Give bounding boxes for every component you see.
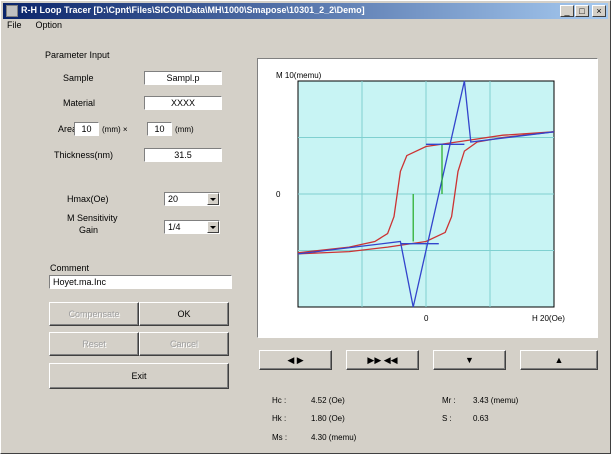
sample-input[interactable]: Sampl.p: [144, 71, 222, 85]
hk-label: Hk :: [272, 414, 287, 423]
y-axis-label: M 10(memu): [276, 71, 322, 80]
arrow-down-icon: ▼: [465, 355, 474, 365]
mr-label: Mr :: [442, 396, 456, 405]
comment-label: Comment: [50, 263, 90, 273]
compensate-button[interactable]: Compensate: [49, 302, 139, 326]
material-label: Material: [63, 98, 96, 108]
x-axis-label: H 20(Oe): [532, 314, 565, 323]
exit-label: Exit: [131, 371, 147, 381]
area-width-input[interactable]: 10: [74, 122, 99, 136]
area-label: Area: [58, 124, 78, 134]
mr-value: 3.43 (memu): [473, 396, 519, 405]
menu-file[interactable]: File: [7, 20, 22, 30]
scroll-down-button[interactable]: ▼: [433, 350, 506, 370]
thickness-label: Thickness(nm): [54, 150, 114, 160]
msensitivity-label: M Sensitivity: [67, 213, 118, 223]
msensitivity-select[interactable]: 1/4: [164, 220, 220, 234]
thickness-input[interactable]: 31.5: [144, 148, 222, 162]
hk-value: 1.80 (Oe): [311, 414, 345, 423]
material-input[interactable]: XXXX: [144, 96, 222, 110]
maximize-button[interactable]: □: [575, 5, 589, 17]
cancel-label: Cancel: [169, 339, 198, 349]
arrow-up-icon: ▲: [554, 355, 564, 365]
hmax-label: Hmax(Oe): [67, 194, 109, 204]
reset-label: Reset: [82, 339, 106, 349]
hmax-value: 20: [168, 194, 179, 204]
title-bar[interactable]: R-H Loop Tracer [D:\Cpnt\Files\SICOR\Dat…: [3, 3, 608, 19]
app-icon: [6, 5, 18, 17]
comment-input[interactable]: Hoyet.ma.Inc: [49, 275, 232, 289]
ok-button[interactable]: OK: [139, 302, 229, 326]
x-origin-label: 0: [424, 314, 429, 323]
y-origin-label: 0: [276, 190, 281, 199]
compensate-label: Compensate: [68, 309, 120, 319]
ms-label: Ms :: [272, 433, 288, 442]
menu-option[interactable]: Option: [35, 20, 63, 30]
menu-bar: File Option: [5, 20, 64, 33]
reset-button[interactable]: Reset: [49, 332, 139, 356]
area-unit-1: (mm) ×: [102, 125, 128, 134]
cancel-button[interactable]: Cancel: [139, 332, 229, 356]
fast-forward-icon: ▶▶ ◀◀: [367, 354, 398, 365]
chart-panel: M 10(memu) H 20(Oe) 0 0: [257, 58, 598, 338]
parameter-section-label: Parameter Input: [45, 50, 110, 60]
hmax-select[interactable]: 20: [164, 192, 220, 206]
fast-forward-rewind-button[interactable]: ▶▶ ◀◀: [346, 350, 419, 370]
hysteresis-chart: M 10(memu) H 20(Oe) 0 0: [276, 71, 565, 323]
area-unit-2: (mm): [175, 125, 194, 134]
s-value: 0.63: [473, 414, 489, 423]
msensitivity-value: 1/4: [168, 222, 181, 232]
hc-label: Hc :: [272, 396, 287, 405]
ok-label: OK: [177, 309, 191, 319]
ms-value: 4.30 (memu): [311, 433, 357, 442]
gain-label: Gain: [79, 225, 99, 235]
chevron-down-icon[interactable]: [207, 193, 219, 205]
close-button[interactable]: ×: [592, 5, 606, 17]
scroll-up-button[interactable]: ▲: [520, 350, 598, 370]
sample-label: Sample: [63, 73, 94, 83]
reference-line-1: [297, 80, 555, 308]
step-prev-next-button[interactable]: ◀ ▶: [259, 350, 332, 370]
window-title: R-H Loop Tracer [D:\Cpnt\Files\SICOR\Dat…: [21, 5, 365, 15]
hc-value: 4.52 (Oe): [311, 396, 345, 405]
prev-next-icon: ◀ ▶: [287, 354, 304, 365]
chevron-down-icon[interactable]: [207, 221, 219, 233]
exit-button[interactable]: Exit: [49, 363, 229, 389]
area-height-input[interactable]: 10: [147, 122, 172, 136]
minimize-button[interactable]: _: [560, 5, 574, 17]
s-label: S :: [442, 414, 452, 423]
